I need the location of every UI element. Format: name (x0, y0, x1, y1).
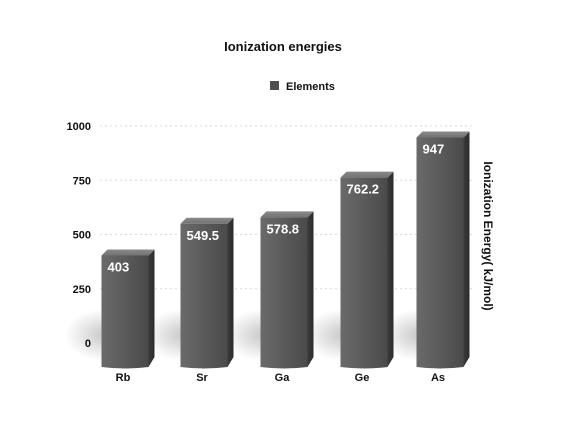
legend-swatch (270, 81, 279, 90)
data-label: 762.2 (347, 182, 380, 197)
bar (260, 211, 314, 369)
y-tick-label: 250 (73, 284, 91, 296)
data-label: 578.8 (267, 221, 300, 236)
bar (416, 131, 470, 369)
bar (180, 217, 234, 369)
x-tick-label: Ga (275, 372, 291, 384)
bar-side (387, 171, 394, 367)
y-tick-label: 750 (73, 175, 91, 187)
legend-label: Elements (286, 81, 335, 93)
bar (101, 249, 155, 369)
y-tick-label: 1000 (67, 121, 91, 133)
bar-top (180, 217, 234, 224)
legend: Elements (270, 81, 335, 93)
bar-front (260, 217, 308, 369)
bar-front (101, 255, 149, 369)
x-tick-label: Ge (355, 372, 370, 384)
bar-top (101, 249, 155, 256)
data-label: 403 (108, 260, 130, 275)
x-axis-labels: Rb Sr Ga Ge As (116, 372, 445, 384)
bar-front (416, 137, 464, 369)
x-tick-label: As (431, 372, 445, 384)
data-label: 947 (423, 142, 445, 157)
bar-side (463, 131, 470, 367)
bar-top (260, 211, 314, 218)
bar-side (227, 217, 234, 367)
bar-top (340, 171, 394, 178)
bar-top (416, 131, 470, 138)
y-axis-title: Ionization Energy( kJ/mol) (481, 161, 495, 310)
bar-front (340, 177, 388, 369)
x-tick-label: Sr (196, 372, 208, 384)
data-label: 549.5 (187, 228, 220, 243)
bar-side (148, 249, 155, 367)
bar-side (307, 211, 314, 367)
x-tick-label: Rb (116, 372, 131, 384)
y-tick-label: 500 (73, 230, 91, 242)
bar-front (180, 223, 228, 369)
bar (340, 171, 394, 369)
bars: 403 549.5 578.8 762.2 947 (101, 131, 470, 369)
chart-title: Ionization energies (224, 39, 342, 54)
